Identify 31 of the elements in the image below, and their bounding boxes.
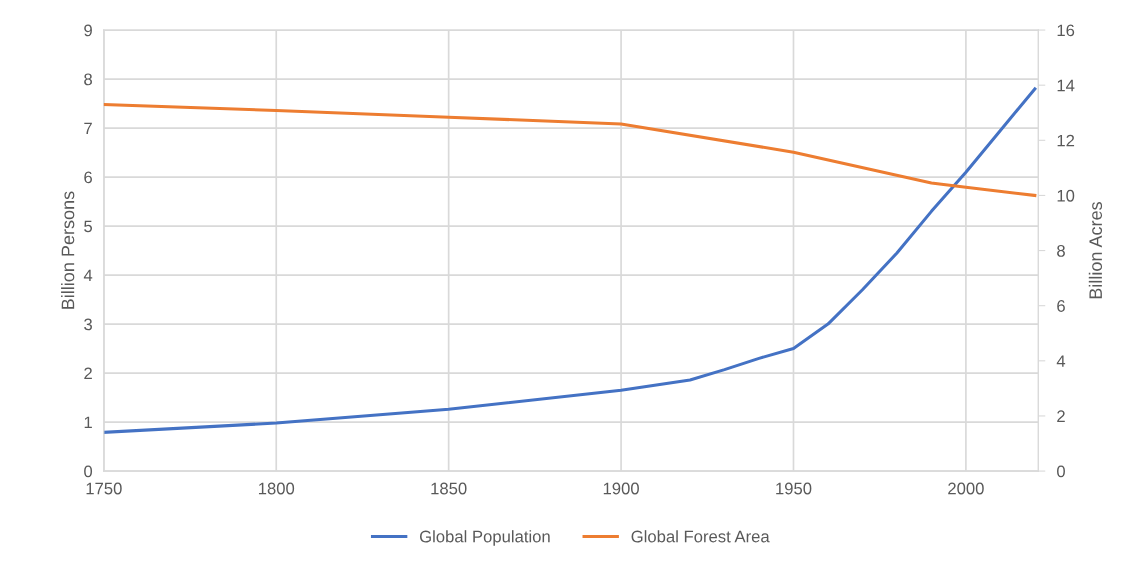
y2-tick-label: 14 xyxy=(1057,79,1075,92)
line-series xyxy=(103,87,1037,434)
y-tick-label: 4 xyxy=(83,269,93,282)
y2-tick-label: 4 xyxy=(1056,355,1066,367)
y-tick-label: 5 xyxy=(84,220,93,233)
legend-label: Global Population xyxy=(419,530,550,546)
y2-tick-label: 10 xyxy=(1057,189,1075,202)
y2-tick-label: 6 xyxy=(1057,300,1065,312)
y2-tick-label: 12 xyxy=(1057,134,1075,147)
x-tick-label: 1750 xyxy=(86,482,122,495)
y-tick-label: 6 xyxy=(84,171,92,184)
y2-tick-label: 2 xyxy=(1057,410,1065,422)
x-tick-label: 1950 xyxy=(776,482,812,495)
y-tick-label: 1 xyxy=(84,416,92,429)
y-tick-label: 9 xyxy=(84,24,92,37)
x-tick-label: 1850 xyxy=(431,482,467,495)
y2-tick-label: 8 xyxy=(1057,244,1065,257)
y-tick-label: 8 xyxy=(84,73,92,86)
y-tick-label: 3 xyxy=(84,318,92,331)
x-tick-label: 1900 xyxy=(603,482,639,495)
y-tick-label: 2 xyxy=(84,367,92,380)
y2-tick-label: 16 xyxy=(1057,24,1075,37)
legend-label: Global Forest Area xyxy=(631,530,770,543)
x-tick-label: 1800 xyxy=(258,482,295,495)
y-axis-title: Billion Persons xyxy=(61,191,75,309)
y2-axis-title: Billion Acres xyxy=(1088,202,1103,299)
y2-tick-label: 0 xyxy=(1057,465,1065,478)
y-tick-label: 0 xyxy=(84,465,93,478)
y-tick-label: 7 xyxy=(84,122,92,135)
line-series xyxy=(103,102,1037,197)
x-tick-label: 2000 xyxy=(948,482,984,495)
